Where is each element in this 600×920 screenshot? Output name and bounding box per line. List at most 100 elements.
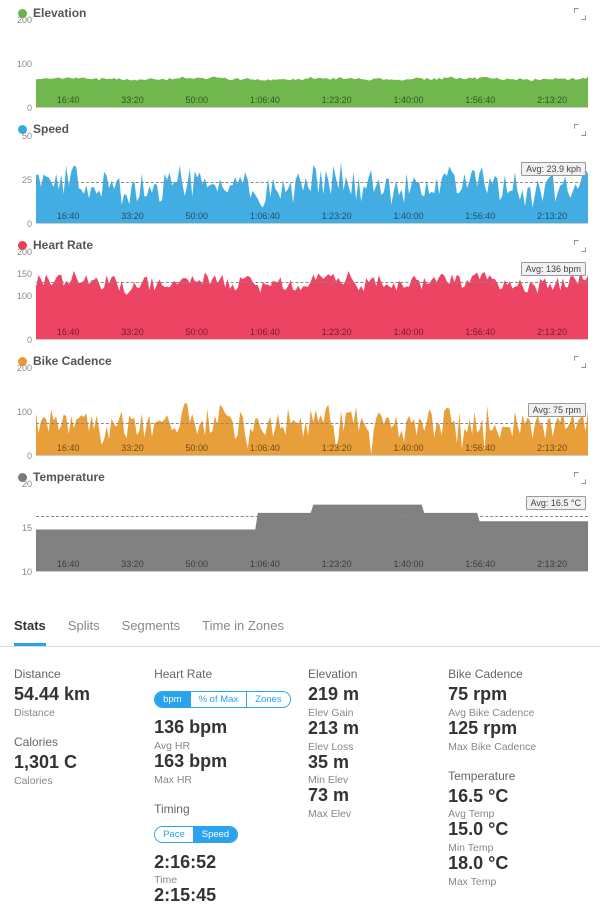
y-axis-tick: 10 xyxy=(22,567,32,577)
chart-title: Elevation xyxy=(33,6,86,20)
stat-value-block: 1,301 C Calories xyxy=(14,753,138,787)
stat-value: 18.0 °C xyxy=(448,854,586,874)
stat-sub: Calories xyxy=(14,775,138,787)
tab-segments[interactable]: Segments xyxy=(122,618,181,646)
avg-line xyxy=(36,516,588,517)
chart-title: Heart Rate xyxy=(33,238,93,252)
section-label: Temperature xyxy=(448,769,586,783)
timing-seg-group: PaceSpeed xyxy=(154,826,238,843)
stat-value-block: 125 rpm Max Bike Cadence xyxy=(448,719,586,753)
y-axis-tick: 0 xyxy=(27,335,32,345)
section-label: Distance xyxy=(14,667,138,681)
avg-badge: Avg: 23.9 kph xyxy=(521,162,586,176)
avg-line xyxy=(36,423,588,424)
stat-value: 136 bpm xyxy=(154,718,292,738)
stat-value: 219 m xyxy=(308,685,432,705)
stat-value: 16.5 °C xyxy=(448,787,586,807)
avg-line xyxy=(36,182,588,183)
stat-value: 163 bpm xyxy=(154,752,292,772)
expand-icon[interactable] xyxy=(574,355,586,367)
y-axis-tick: 200 xyxy=(17,15,32,25)
section-label: Bike Cadence xyxy=(448,667,586,681)
stat-value: 54.44 km xyxy=(14,685,138,705)
expand-icon[interactable] xyxy=(574,7,586,19)
avg-badge: Avg: 136 bpm xyxy=(521,262,586,276)
seg-bpm[interactable]: bpm xyxy=(155,692,189,707)
stat-value: 35 m xyxy=(308,753,432,773)
stat-value: 15.0 °C xyxy=(448,820,586,840)
stats-grid: Distance 54.44 km Distance Calories 1,301 C C… xyxy=(0,647,600,920)
y-axis-tick: 25 xyxy=(22,175,32,185)
avg-badge: Avg: 16.5 °C xyxy=(526,496,586,510)
hr-seg-group: bpm% of MaxZones xyxy=(154,691,291,708)
section-label: Elevation xyxy=(308,667,432,681)
chart-speed: Speed02550Avg: 23.9 kph16:4033:2050:001:… xyxy=(8,120,592,224)
stat-value: 2:15:45 xyxy=(154,886,292,906)
stat-sub: Max HR xyxy=(154,774,292,786)
stat-value: 213 m xyxy=(308,719,432,739)
stat-sub: Max Bike Cadence xyxy=(448,741,586,753)
expand-icon[interactable] xyxy=(574,239,586,251)
seg-speed[interactable]: Speed xyxy=(193,827,237,842)
y-axis-tick: 100 xyxy=(17,291,32,301)
seg-pace[interactable]: Pace xyxy=(155,827,193,842)
y-axis-tick: 0 xyxy=(27,103,32,113)
stat-sub: Avg HR xyxy=(154,740,292,752)
expand-icon[interactable] xyxy=(574,123,586,135)
chart-title: Bike Cadence xyxy=(33,354,112,368)
stat-value-block: 2:15:45 xyxy=(154,886,292,906)
seg--of-max[interactable]: % of Max xyxy=(190,692,247,707)
stat-value-block: 213 m Elev Loss xyxy=(308,719,432,753)
y-axis-tick: 100 xyxy=(17,59,32,69)
stat-value-block: 18.0 °C Max Temp xyxy=(448,854,586,888)
seg-zones[interactable]: Zones xyxy=(246,692,289,707)
stat-sub: Max Temp xyxy=(448,876,586,888)
stat-sub: Max Elev xyxy=(308,808,432,820)
stats-tabs: Stats Splits Segments Time in Zones xyxy=(0,606,600,647)
stat-sub: Elev Loss xyxy=(308,741,432,753)
stat-sub: Elev Gain xyxy=(308,707,432,719)
stat-sub: Avg Bike Cadence xyxy=(448,707,586,719)
chart-plot[interactable]: Avg: 23.9 kph16:4033:2050:001:06:401:23:… xyxy=(36,140,588,224)
stat-value-block: 219 m Elev Gain xyxy=(308,685,432,719)
tab-stats[interactable]: Stats xyxy=(14,618,46,646)
y-axis-tick: 100 xyxy=(17,407,32,417)
stat-value: 1,301 C xyxy=(14,753,138,773)
stat-value-block: 15.0 °CMin Temp xyxy=(448,820,586,854)
y-axis-tick: 15 xyxy=(22,523,32,533)
y-axis-tick: 0 xyxy=(27,219,32,229)
stat-value-block: 35 mMin Elev xyxy=(308,753,432,787)
y-axis-tick: 200 xyxy=(17,363,32,373)
y-axis-tick: 200 xyxy=(17,247,32,257)
stat-value-block: 163 bpm Max HR xyxy=(154,752,292,786)
stat-value: 2:16:52 xyxy=(154,853,292,873)
stat-value-block: 54.44 km Distance xyxy=(14,685,138,719)
tab-splits[interactable]: Splits xyxy=(68,618,100,646)
chart-title: Speed xyxy=(33,122,69,136)
y-axis-tick: 20 xyxy=(22,479,32,489)
chart-elevation: Elevation010020016:4033:2050:001:06:401:… xyxy=(8,4,592,108)
chart-temperature: Temperature101520Avg: 16.5 °C16:4033:205… xyxy=(8,468,592,572)
chart-plot[interactable]: Avg: 16.5 °C16:4033:2050:001:06:401:23:2… xyxy=(36,488,588,572)
chart-plot[interactable]: Avg: 75 rpm16:4033:2050:001:06:401:23:20… xyxy=(36,372,588,456)
avg-badge: Avg: 75 rpm xyxy=(528,403,586,417)
stat-value: 73 m xyxy=(308,786,432,806)
chart-plot[interactable]: Avg: 136 bpm16:4033:2050:001:06:401:23:2… xyxy=(36,256,588,340)
stat-value: 75 rpm xyxy=(448,685,586,705)
chart-plot[interactable]: 16:4033:2050:001:06:401:23:201:40:001:56… xyxy=(36,24,588,108)
tab-time-in-zones[interactable]: Time in Zones xyxy=(202,618,284,646)
y-axis-tick: 50 xyxy=(22,131,32,141)
section-label: Calories xyxy=(14,735,138,749)
stat-value-block: 2:16:52Time xyxy=(154,853,292,887)
stat-value-block: 136 bpm Avg HR xyxy=(154,718,292,752)
section-label: Heart Rate xyxy=(154,667,292,681)
chart-cadence: Bike Cadence0100200Avg: 75 rpm16:4033:20… xyxy=(8,352,592,456)
stat-value-block: 16.5 °CAvg Temp xyxy=(448,787,586,821)
stat-value: 125 rpm xyxy=(448,719,586,739)
section-label: Timing xyxy=(154,802,292,816)
stat-sub: Distance xyxy=(14,707,138,719)
expand-icon[interactable] xyxy=(574,471,586,483)
stat-value-block: 73 m Max Elev xyxy=(308,786,432,820)
stat-value-block: 75 rpm Avg Bike Cadence xyxy=(448,685,586,719)
y-axis-tick: 0 xyxy=(27,451,32,461)
